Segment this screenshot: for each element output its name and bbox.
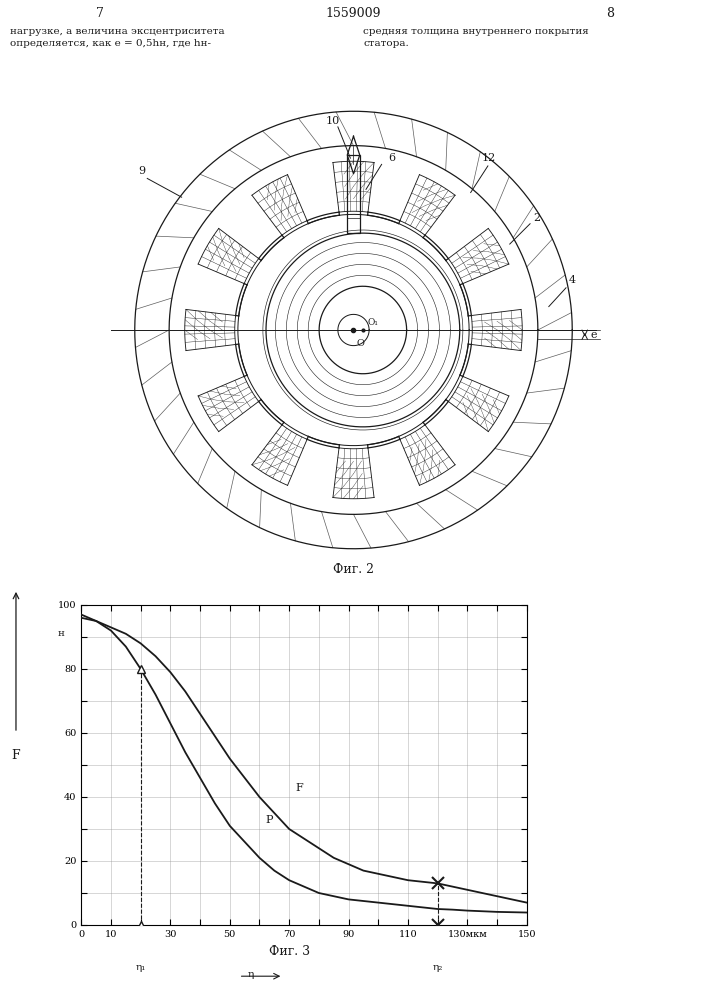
Text: O: O (356, 339, 365, 348)
Text: η₁: η₁ (136, 963, 146, 972)
Text: e: e (591, 330, 597, 340)
Text: 7: 7 (96, 7, 104, 20)
Text: 6: 6 (388, 153, 395, 163)
Bar (347, 155, 360, 233)
Text: F: F (295, 783, 303, 793)
Text: средняя толщина внутреннего покрытия
статора.: средняя толщина внутреннего покрытия ста… (363, 27, 589, 48)
Text: F: F (12, 749, 21, 762)
Text: Фиг. 3: Фиг. 3 (269, 945, 310, 958)
Text: Фиг. 2: Фиг. 2 (333, 563, 374, 576)
Text: 10: 10 (325, 116, 339, 126)
Text: 2: 2 (533, 213, 540, 223)
Text: нагрузке, а величина эксцентриситета
определяется, как e = 0,5hн, где hн-: нагрузке, а величина эксцентриситета опр… (10, 27, 225, 48)
Text: O₁: O₁ (368, 318, 378, 327)
Text: 4: 4 (569, 275, 576, 285)
Text: P: P (265, 815, 273, 825)
Text: н: н (57, 629, 64, 638)
Text: 8: 8 (606, 7, 614, 20)
Text: η₂: η₂ (433, 963, 443, 972)
Text: 12: 12 (481, 153, 496, 163)
Text: η: η (247, 970, 254, 979)
Text: 1559009: 1559009 (325, 7, 381, 20)
Text: 9: 9 (138, 166, 145, 176)
